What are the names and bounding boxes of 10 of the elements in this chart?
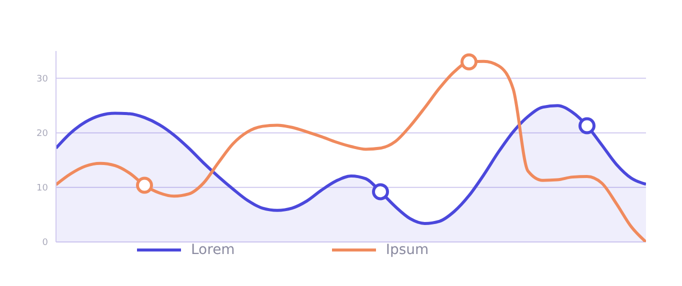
legend-label: Ipsum — [386, 242, 429, 258]
legend-label: Lorem — [191, 242, 235, 258]
y-tick-label: 10 — [36, 184, 48, 194]
point — [136, 176, 153, 194]
point — [372, 183, 389, 200]
point — [578, 117, 596, 134]
y-tick-label: 20 — [36, 129, 48, 140]
point — [460, 53, 478, 70]
y-tick-label: 0 — [42, 238, 48, 248]
y-tick-label: 30 — [36, 74, 48, 84]
